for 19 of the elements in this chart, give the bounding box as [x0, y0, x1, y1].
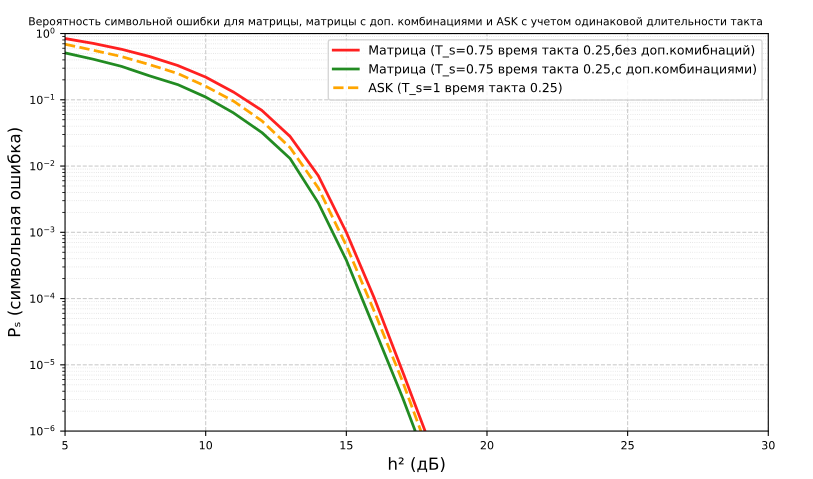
x-tick-label: 15	[340, 441, 352, 450]
y-tick-label: 10$^{−2}$	[30, 160, 54, 170]
legend-label: Матрица (T_s=0.75 время такта 0.25,с доп.комбинациями)	[370, 64, 756, 76]
legend-label: Матрица (T_s=0.75 время такта 0.25,без доп.комибнаций)	[370, 44, 754, 58]
x-tick-label: 5	[62, 441, 68, 450]
x-tick-label: 20	[480, 441, 494, 450]
y-tick-label: 10$^{−1}$	[30, 94, 54, 104]
y-tick-label: 10$^{−6}$	[30, 425, 54, 436]
y-tick-label: 10$^{−3}$	[30, 226, 54, 237]
y-tick-label: 10$^{−5}$	[30, 359, 54, 370]
legend-label: ASK (T_s=1 время такта 0.25)	[368, 82, 562, 96]
x-tick-label: 30	[762, 441, 775, 450]
y-tick-label: 10$^{0}$	[36, 28, 54, 38]
y-axis-title: Pₛ (символьная ошибка)	[7, 128, 22, 336]
x-tick-label: 10	[200, 441, 212, 450]
y-tick-label: 10$^{−4}$	[30, 292, 54, 303]
x-axis-title: h² (дБ)	[388, 457, 444, 472]
chart-title: Вероятность символьной ошибки для матрицы, матрицы с доп. комбинациями и ASK с учетом одинаковой длительности такта	[29, 16, 762, 28]
x-tick-label: 25	[621, 441, 634, 450]
